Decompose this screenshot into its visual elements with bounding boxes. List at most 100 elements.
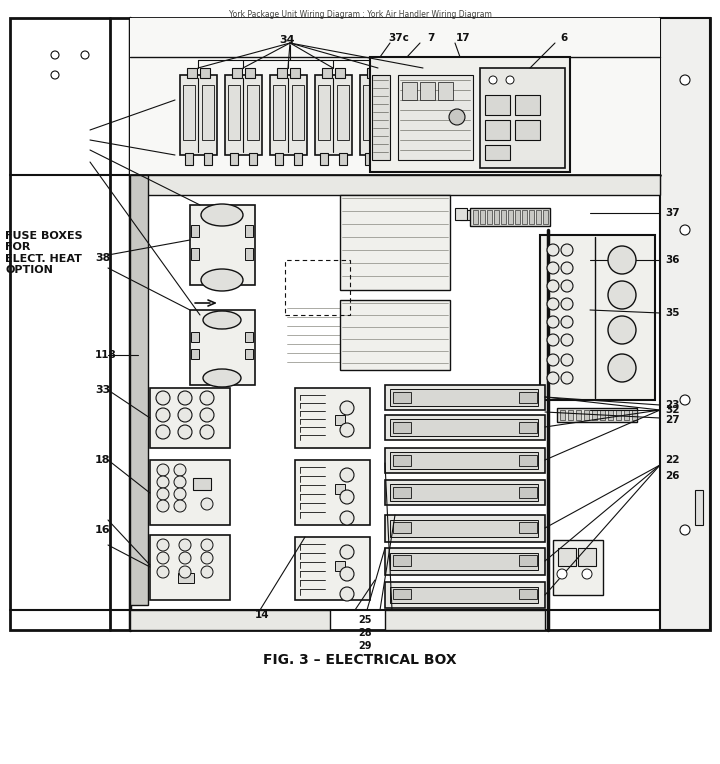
Circle shape [340, 423, 354, 437]
Bar [320, 153, 328, 165]
Bar [322, 68, 332, 78]
Text: FUSE BOXES
FOR
ELECT. HEAT
OPTION: FUSE BOXES FOR ELECT. HEAT OPTION [5, 231, 83, 275]
Bar [187, 68, 197, 78]
Circle shape [449, 109, 465, 125]
Bar [367, 68, 377, 78]
Bar [536, 210, 541, 224]
Bar [270, 75, 307, 155]
Text: 26: 26 [665, 471, 680, 481]
Bar [393, 589, 411, 599]
Bar [425, 68, 435, 78]
Text: 25: 25 [358, 615, 372, 625]
Bar [385, 415, 545, 440]
Circle shape [340, 587, 354, 601]
Bar [185, 153, 193, 165]
Bar [485, 145, 510, 160]
Text: 27: 27 [665, 415, 680, 425]
Bar [130, 610, 330, 630]
Bar [360, 75, 397, 155]
Bar [519, 487, 537, 498]
Circle shape [547, 372, 559, 384]
Circle shape [547, 298, 559, 310]
Bar [558, 548, 576, 566]
Bar [202, 85, 214, 140]
Circle shape [680, 525, 690, 535]
Circle shape [561, 334, 573, 346]
Text: 33: 33 [95, 385, 110, 395]
Bar [273, 85, 285, 140]
Circle shape [157, 500, 169, 512]
Bar [515, 95, 540, 115]
Bar [178, 573, 194, 583]
Circle shape [81, 51, 89, 59]
Bar [519, 392, 537, 403]
Circle shape [680, 395, 690, 405]
Circle shape [340, 545, 354, 559]
Bar [339, 153, 347, 165]
Circle shape [178, 408, 192, 422]
Bar [292, 85, 304, 140]
Ellipse shape [203, 311, 241, 329]
Bar [275, 153, 283, 165]
Text: 37: 37 [665, 208, 680, 218]
Bar [385, 385, 545, 410]
Bar [393, 455, 411, 466]
Bar [519, 422, 537, 433]
Bar [385, 515, 545, 542]
Circle shape [340, 511, 354, 525]
Circle shape [561, 354, 573, 366]
Bar [455, 208, 467, 220]
Bar [393, 555, 411, 566]
Circle shape [174, 464, 186, 476]
Text: York Package Unit Wiring Diagram : York Air Handler Wiring Diagram: York Package Unit Wiring Diagram : York … [228, 10, 492, 19]
Bar [365, 153, 373, 165]
Bar [363, 85, 375, 140]
Bar [660, 18, 710, 630]
Circle shape [561, 262, 573, 274]
Bar [519, 555, 537, 566]
Bar [200, 68, 210, 78]
Circle shape [174, 500, 186, 512]
Circle shape [547, 262, 559, 274]
Ellipse shape [201, 204, 243, 226]
Bar [501, 210, 506, 224]
Bar [480, 210, 485, 224]
Circle shape [340, 401, 354, 415]
Circle shape [174, 488, 186, 500]
Circle shape [340, 490, 354, 504]
Bar [485, 120, 510, 140]
Bar [245, 248, 253, 260]
Bar [150, 388, 230, 448]
Bar [277, 68, 287, 78]
Bar [385, 480, 545, 505]
Bar [576, 410, 581, 420]
Bar [529, 210, 534, 224]
Circle shape [582, 569, 592, 579]
Bar [372, 75, 390, 160]
Bar [295, 537, 370, 600]
Bar [318, 85, 330, 140]
Bar [412, 68, 422, 78]
Bar [540, 235, 655, 400]
Circle shape [561, 372, 573, 384]
Bar [335, 484, 345, 494]
Circle shape [340, 567, 354, 581]
Circle shape [179, 566, 191, 578]
Bar [447, 82, 467, 152]
Bar [519, 455, 537, 466]
Circle shape [557, 569, 567, 579]
Text: 23: 23 [665, 400, 680, 410]
Bar [294, 153, 302, 165]
Circle shape [547, 280, 559, 292]
Bar [10, 18, 710, 630]
Bar [616, 410, 621, 420]
Bar [150, 460, 230, 525]
Bar [608, 410, 613, 420]
Bar [632, 410, 637, 420]
Bar [390, 452, 538, 469]
Circle shape [608, 246, 636, 274]
Circle shape [340, 468, 354, 482]
Bar [543, 210, 548, 224]
Bar [408, 85, 420, 140]
Bar [557, 408, 637, 422]
